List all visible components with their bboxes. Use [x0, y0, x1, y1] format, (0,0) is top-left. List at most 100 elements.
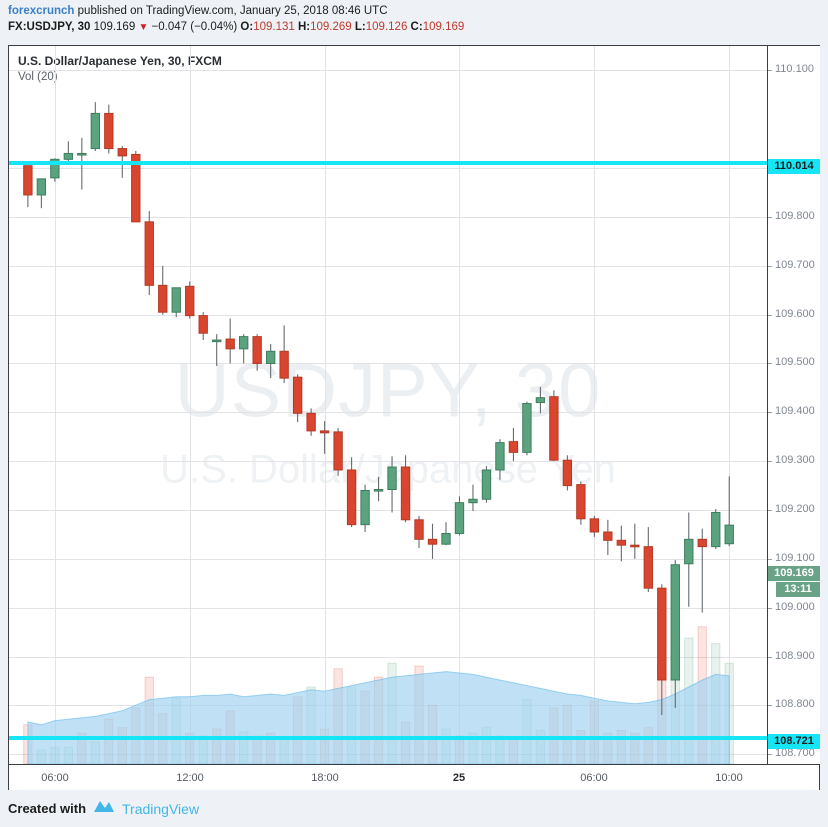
price-axis-label: 108.800: [775, 698, 815, 710]
open-label: O:: [240, 21, 254, 33]
grid-line-horizontal: [9, 657, 767, 658]
close-label: C:: [410, 21, 423, 33]
candle-body: [23, 165, 33, 196]
grid-line-vertical: [594, 46, 595, 764]
candle-body: [468, 498, 478, 504]
grid-line-vertical: [325, 46, 326, 764]
candle-body: [441, 532, 451, 545]
time-scale[interactable]: 06:00 12:00 18:00 25 06:00 10:00: [9, 764, 819, 790]
candle-body: [684, 538, 694, 565]
chart-container[interactable]: USDJPY, 30 U.S. Dollar/Japanese Yen U.S.…: [8, 45, 820, 790]
author-name[interactable]: forexcrunch: [8, 5, 75, 17]
candle-body: [711, 511, 721, 548]
publish-text: published on TradingView.com, January 25…: [74, 5, 388, 17]
price-tick: [768, 510, 772, 511]
candle-body: [104, 112, 114, 150]
candle-body: [697, 538, 707, 548]
publish-line: forexcrunch published on TradingView.com…: [8, 4, 820, 19]
price-tick: [768, 266, 772, 267]
grid-line-horizontal: [9, 510, 767, 511]
candle-body: [306, 412, 316, 432]
time-axis-label: 06:00: [41, 772, 69, 784]
grid-line-vertical: [459, 46, 460, 764]
candle-body: [495, 442, 505, 471]
grid-line-horizontal: [9, 315, 767, 316]
candle-body: [454, 502, 465, 534]
countdown-tag[interactable]: 13:11: [776, 582, 820, 597]
candle-body: [643, 546, 653, 589]
candle-body: [535, 397, 546, 404]
candle-body: [265, 350, 276, 364]
grid-line-horizontal: [9, 412, 767, 413]
lower-level-tag[interactable]: 108.721: [768, 734, 820, 749]
candle-body: [387, 466, 397, 490]
candle-body: [333, 431, 343, 471]
price-scale[interactable]: 110.100109.900109.800109.700109.600109.5…: [767, 46, 820, 764]
quote-line: FX:USDJPY, 30 109.169 ▼ −0.047 (−0.04%) …: [8, 20, 820, 35]
candle-body: [373, 488, 384, 492]
time-axis-label: 25: [452, 772, 466, 784]
plot-area[interactable]: USDJPY, 30 U.S. Dollar/Japanese Yen U.S.…: [9, 46, 767, 764]
candle-body: [90, 112, 101, 150]
candle-body: [117, 148, 127, 157]
candle-body: [252, 336, 262, 364]
candle-body: [50, 158, 60, 179]
candle-body: [239, 336, 249, 350]
candle-body: [185, 285, 195, 317]
support-line[interactable]: [9, 736, 767, 740]
candle-body: [360, 489, 370, 526]
symbol-label[interactable]: FX:USDJPY, 30: [8, 21, 91, 33]
grid-line-vertical: [190, 46, 191, 764]
candle-body: [724, 524, 734, 545]
tradingview-brand-label[interactable]: TradingView: [122, 800, 200, 817]
price-tick: [768, 559, 772, 560]
candle-body: [576, 484, 586, 520]
price-tick: [768, 412, 772, 413]
candle-body: [427, 538, 438, 545]
candle-body: [225, 338, 235, 350]
low-value: 109.126: [365, 21, 408, 33]
grid-line-horizontal: [9, 363, 767, 364]
candle-body: [158, 284, 168, 313]
last-price-tag[interactable]: 109.169: [768, 566, 820, 581]
price-axis-label: 109.400: [775, 405, 815, 417]
grid-line-horizontal: [9, 70, 767, 71]
candle-body: [603, 531, 613, 541]
candle-body: [400, 466, 411, 521]
resistance-line[interactable]: [9, 161, 767, 165]
change-value: −0.047 (−0.04%): [151, 21, 238, 33]
candle-body: [63, 152, 74, 160]
price-axis-label: 109.800: [775, 210, 815, 222]
price-series: [23, 102, 734, 764]
price-tick: [768, 657, 772, 658]
price-axis-label: 109.500: [775, 356, 815, 368]
candle-body: [616, 539, 627, 546]
candle-body: [144, 221, 154, 286]
candle-body: [279, 350, 289, 379]
candle-body: [319, 430, 330, 434]
low-label: L:: [354, 21, 366, 33]
candle-body: [657, 587, 667, 681]
created-with-label: Created with: [8, 801, 87, 816]
grid-line-vertical: [55, 46, 56, 764]
candle-body: [508, 441, 519, 453]
candle-body: [549, 396, 559, 461]
grid-line-horizontal: [9, 217, 767, 218]
tradingview-logo-icon: [93, 798, 115, 819]
grid-line-horizontal: [9, 461, 767, 462]
price-axis-label: 109.700: [775, 259, 815, 271]
volume-moving-average-area: [27, 671, 730, 764]
time-axis-label: 06:00: [580, 772, 608, 784]
upper-level-tag[interactable]: 110.014: [768, 159, 820, 174]
volume-legend: Vol (20): [18, 71, 58, 83]
candle-body: [77, 152, 87, 156]
price-axis-label: 109.600: [775, 308, 815, 320]
price-tick: [768, 70, 772, 71]
price-axis-label: 109.300: [775, 454, 815, 466]
candle-body: [481, 469, 492, 500]
price-axis-label: 110.100: [775, 63, 814, 75]
price-axis-label: 108.700: [775, 747, 815, 759]
price-tick: [768, 363, 772, 364]
price-axis-label: 108.900: [775, 650, 815, 662]
